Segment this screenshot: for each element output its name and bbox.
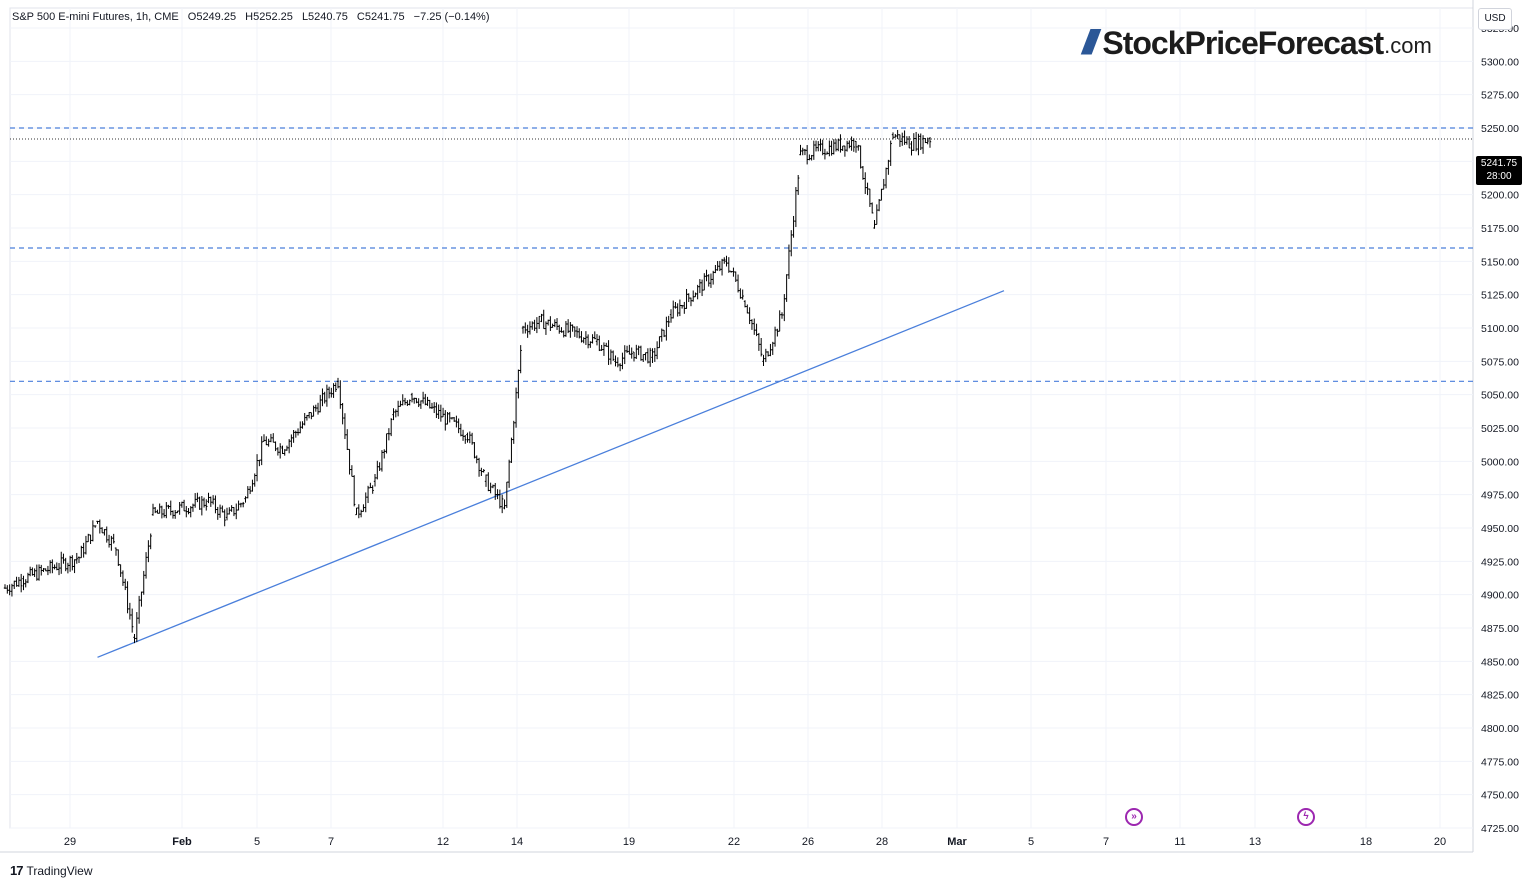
earnings-lightning-icon[interactable]: ϟ (1297, 808, 1315, 826)
x-tick-label: 7 (1103, 836, 1109, 848)
x-tick-label: Feb (172, 836, 192, 848)
y-tick-label: 4725.00 (1481, 823, 1519, 835)
logo-domain-text: .com (1384, 33, 1432, 58)
y-tick-label: 4875.00 (1481, 623, 1519, 635)
y-tick-label: 4900.00 (1481, 590, 1519, 602)
tradingview-branding[interactable]: 17 TradingView (10, 863, 93, 878)
y-tick-label: 5300.00 (1481, 56, 1519, 68)
y-tick-label: 4775.00 (1481, 756, 1519, 768)
symbol-header: S&P 500 E-mini Futures, 1h, CME O5249.25… (12, 11, 496, 23)
change-value: −7.25 (−0.14%) (413, 11, 490, 23)
x-tick-label: 5 (254, 836, 260, 848)
x-tick-label: 11 (1174, 836, 1185, 848)
last-price-tag: 5241.75 28:00 (1476, 156, 1522, 185)
y-tick-label: 4850.00 (1481, 656, 1519, 668)
x-tick-label: 7 (328, 836, 334, 848)
x-tick-label: 26 (802, 836, 814, 848)
x-tick-label: 12 (437, 836, 449, 848)
plot-frame (9, 7, 1474, 829)
y-tick-label: 5175.00 (1481, 223, 1519, 235)
x-tick-label: 28 (876, 836, 888, 848)
x-tick-label: 14 (511, 836, 523, 848)
x-tick-label: 19 (623, 836, 635, 848)
trendline (97, 290, 1005, 658)
logo-main-text: StockPriceForecast (1102, 25, 1384, 61)
x-tick-label: 20 (1434, 836, 1446, 848)
x-tick-label: 18 (1360, 836, 1372, 848)
high-value: H5252.25 (245, 11, 293, 23)
open-value: O5249.25 (187, 11, 237, 23)
y-tick-label: 5150.00 (1481, 256, 1519, 268)
x-tick-label: 22 (728, 836, 740, 848)
x-tick-label: 29 (64, 836, 76, 848)
currency-button[interactable]: USD (1478, 8, 1512, 30)
tradingview-label: TradingView (26, 863, 93, 878)
y-tick-label: 5050.00 (1481, 390, 1519, 402)
y-tick-label: 4950.00 (1481, 523, 1519, 535)
y-tick-label: 4800.00 (1481, 723, 1519, 735)
y-tick-label: 5100.00 (1481, 323, 1519, 335)
dividend-split-icon[interactable]: » (1125, 808, 1143, 826)
x-tick-label: 13 (1249, 836, 1261, 848)
y-tick-label: 5200.00 (1481, 190, 1519, 202)
tradingview-logo-icon: 17 (10, 863, 24, 878)
stockpriceforecast-logo: /// StockPriceForecast .com (1082, 26, 1432, 60)
y-tick-label: 5075.00 (1481, 356, 1519, 368)
y-tick-label: 5125.00 (1481, 290, 1519, 302)
y-tick-label: 5275.00 (1481, 90, 1519, 102)
y-tick-label: 4825.00 (1481, 690, 1519, 702)
y-tick-label: 5000.00 (1481, 456, 1519, 468)
x-tick-label: Mar (947, 836, 967, 848)
symbol-label[interactable]: S&P 500 E-mini Futures, 1h, CME (12, 11, 179, 23)
logo-slashes-icon: /// (1082, 24, 1099, 62)
low-value: L5240.75 (301, 11, 348, 23)
y-tick-label: 4750.00 (1481, 790, 1519, 802)
x-tick-label: 5 (1028, 836, 1034, 848)
last-price-value: 5241.75 (1480, 158, 1518, 169)
y-tick-label: 4975.00 (1481, 490, 1519, 502)
y-tick-label: 4925.00 (1481, 556, 1519, 568)
y-tick-label: 5025.00 (1481, 423, 1519, 435)
bar-countdown: 28:00 (1486, 171, 1512, 182)
close-value: C5241.75 (356, 11, 405, 23)
y-tick-label: 5250.00 (1481, 123, 1519, 135)
